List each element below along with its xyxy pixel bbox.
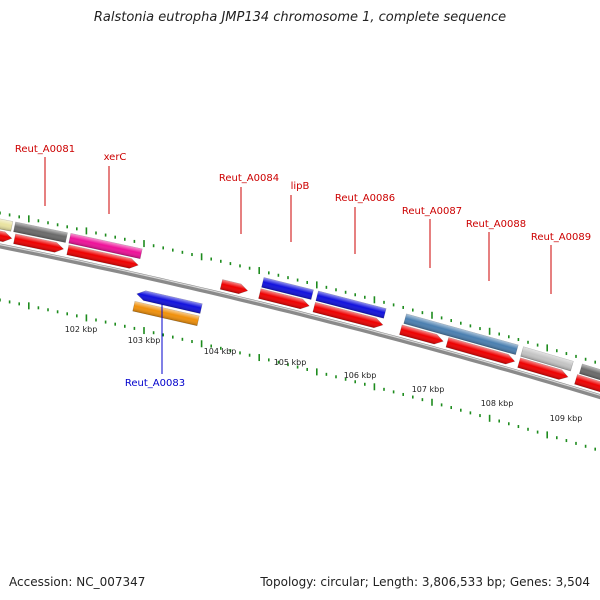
gene-label[interactable]: lipB [291,181,310,192]
cds-forward-4[interactable] [219,279,249,296]
kbp-label: 103 kbp [128,336,161,345]
kbp-label: 104 kbp [204,347,237,356]
cds-forward-3[interactable] [66,244,139,270]
gene-box-xerc[interactable] [68,233,143,260]
backbone-highlight [0,243,600,396]
cds-forward-9[interactable] [517,357,570,382]
gene-box-reut-a0083[interactable] [132,300,200,327]
gene-label[interactable]: xerC [104,152,127,163]
gene-box-reut-a0087[interactable] [403,313,519,356]
tick-marks [0,211,597,451]
gene-label[interactable]: Reut_A0087 [402,206,462,217]
gene-label[interactable]: Reut_A0088 [466,219,526,230]
cds-forward-1[interactable] [0,229,13,244]
kbp-label: 106 kbp [344,371,377,380]
kbp-label: 102 kbp [65,325,98,334]
cds-forward-7[interactable] [399,324,444,346]
kbp-scale-labels: 102 kbp 103 kbp 104 kbp 105 kbp 106 kbp 107 k… [65,325,583,423]
gene-labels: Reut_A0081 xerC Reut_A0084 lipB Reut_A0086 Re… [15,144,591,389]
topology-text: Topology: circular; Length: 3,806,533 bp… [260,575,590,589]
accession-text: Accession: NC_007347 [9,575,146,589]
backbone-line [0,243,600,400]
map-title: Ralstonia eutropha JMP134 chromosome 1, … [93,10,507,25]
gene-label[interactable]: Reut_A0081 [15,144,75,155]
cds-forward-10[interactable] [574,374,600,398]
gene-label[interactable]: Reut_A0083 [125,378,185,389]
cds-reverse-reut-a0083[interactable] [136,289,203,314]
cds-forward-5[interactable] [258,288,311,311]
cds-forward-6[interactable] [312,301,384,329]
backbone [0,243,600,400]
kbp-label: 109 kbp [550,414,583,423]
gene-features[interactable] [0,217,600,398]
gene-label[interactable]: Reut_A0086 [335,193,395,204]
cds-forward-8[interactable] [445,337,516,367]
upper-tick-row [0,211,597,364]
lower-tick-row [0,298,597,451]
cds-forward-2[interactable] [13,233,65,254]
kbp-label: 107 kbp [412,385,445,394]
gene-box-lipb[interactable] [261,277,314,300]
gene-label[interactable]: Reut_A0089 [531,232,591,243]
gene-box-reut-a0081[interactable] [13,221,68,243]
gene-box-reut-a0089[interactable] [579,363,600,386]
gene-label[interactable]: Reut_A0084 [219,173,279,184]
label-leader-lines [44,157,552,374]
kbp-label: 108 kbp [481,399,514,408]
gene-box-reut-a0088[interactable] [520,346,574,372]
gene-box-khaki[interactable] [0,217,14,232]
gene-box-reut-a0086[interactable] [315,290,387,319]
kbp-label: 105 kbp [274,358,307,367]
